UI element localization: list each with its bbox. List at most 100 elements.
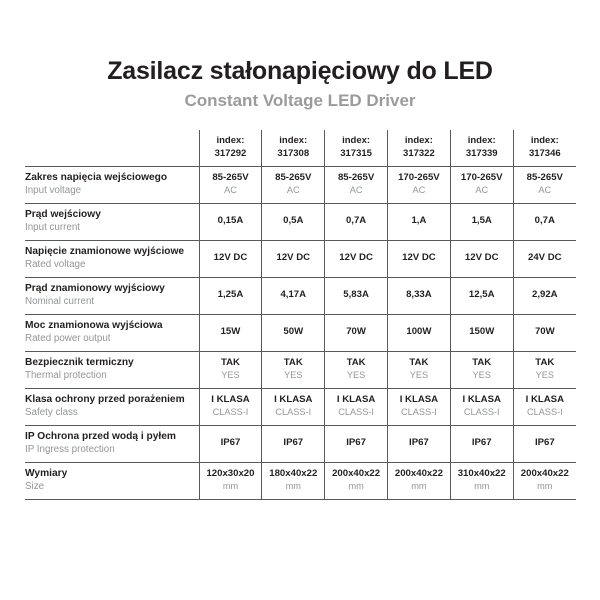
cell-3-0: 1,25A [199, 277, 263, 315]
row-label-pl: Moc znamionowa wyjściowa [25, 319, 163, 331]
cell-subvalue: CLASS-I [212, 406, 249, 417]
cell-8-5: 200x40x22 mm [513, 462, 576, 500]
cell-value: 0,7A [534, 215, 555, 227]
cell-4-3: 100W [387, 314, 451, 352]
cell-value: TAK [472, 357, 492, 369]
row-label-5: Bezpiecznik termiczny Thermal protection [25, 351, 200, 389]
cell-value: TAK [283, 357, 303, 369]
cell-1-5: 0,7A [513, 203, 576, 241]
cell-value: TAK [535, 357, 555, 369]
cell-subvalue: mm [348, 480, 364, 491]
row-label-pl: Zakres napięcia wejściowego [25, 171, 168, 183]
cell-5-2: TAK YES [324, 351, 388, 389]
cell-4-5: 70W [513, 314, 576, 352]
cell-subvalue: AC [349, 184, 363, 195]
cell-value: 24V DC [528, 252, 562, 264]
index-value: 317339 [465, 147, 498, 159]
cell-value: 170-265V [398, 172, 440, 184]
cell-value: 70W [534, 326, 555, 338]
row-label-en: Size [25, 481, 45, 493]
cell-6-3: I KLASA CLASS-I [387, 388, 451, 426]
row-label-en: Input voltage [25, 185, 82, 197]
cell-value: 12V DC [213, 252, 248, 264]
cell-2-1: 12V DC [261, 240, 326, 278]
cell-1-3: 1,A [387, 203, 451, 241]
label-column-header [25, 130, 200, 167]
cell-value: 310x40x22 [457, 468, 506, 480]
cell-value: 0,7A [345, 215, 367, 227]
cell-7-2: IP67 [324, 425, 388, 463]
cell-value: 150W [469, 326, 495, 338]
cell-value: 1,A [411, 215, 427, 227]
cell-subvalue: AC [538, 184, 552, 195]
cell-subvalue: AC [475, 184, 489, 195]
index-value: 317308 [277, 147, 310, 159]
cell-value: 4,17A [280, 289, 307, 301]
column-header-5: index: 317346 [513, 130, 576, 167]
cell-7-3: IP67 [387, 425, 451, 463]
cell-value: 12V DC [402, 252, 436, 264]
cell-subvalue: CLASS-I [463, 406, 500, 417]
cell-value: 50W [283, 326, 304, 338]
index-value: 317315 [340, 147, 372, 159]
row-label-en: Input current [25, 222, 81, 234]
cell-0-3: 170-265V AC [387, 166, 451, 204]
cell-8-3: 200x40x22 mm [387, 462, 451, 500]
cell-value: 12V DC [276, 252, 311, 264]
cell-1-0: 0,15A [199, 203, 263, 241]
row-label-en: Safety class [25, 407, 78, 419]
cell-subvalue: AC [412, 184, 426, 195]
index-label: index: [467, 135, 496, 147]
cell-0-0: 85-265V AC [199, 166, 263, 204]
row-label-6: Klasa ochrony przed porażeniem Safety cl… [25, 388, 200, 426]
cell-7-5: IP67 [513, 425, 576, 463]
cell-2-4: 12V DC [450, 240, 514, 278]
cell-subvalue: YES [284, 369, 303, 380]
cell-value: 2,92A [532, 289, 558, 301]
cell-1-1: 0,5A [261, 203, 326, 241]
cell-subvalue: CLASS-I [275, 406, 312, 417]
row-label-8: Wymiary Size [25, 462, 200, 500]
table-row: Wymiary Size 120x30x20 mm 180x40x22 mm 2… [25, 462, 576, 500]
cell-value: 200x40x22 [520, 468, 569, 480]
index-label: index: [530, 135, 559, 147]
cell-value: I KLASA [336, 394, 376, 406]
index-label: index: [279, 135, 308, 147]
cell-value: I KLASA [525, 394, 564, 406]
cell-value: I KLASA [211, 394, 250, 406]
cell-value: IP67 [409, 437, 429, 449]
header-row: index: 317292 index: 317308 index: 31731… [25, 130, 576, 167]
table-row: Klasa ochrony przed porażeniem Safety cl… [25, 388, 576, 426]
cell-value: 12V DC [339, 252, 373, 264]
cell-3-1: 4,17A [261, 277, 326, 315]
column-header-2: index: 317315 [324, 130, 388, 167]
row-label-1: Prąd wejściowy Input current [25, 203, 200, 241]
cell-5-4: TAK YES [450, 351, 514, 389]
specification-table: index: 317292 index: 317308 index: 31731… [25, 130, 576, 500]
cell-subvalue: YES [221, 369, 240, 380]
cell-value: 1,25A [217, 289, 244, 301]
cell-value: IP67 [283, 437, 304, 449]
title-block: Zasilacz stałonapięciowy do LED Constant… [0, 57, 600, 110]
cell-2-2: 12V DC [324, 240, 388, 278]
cell-value: 12,5A [468, 289, 495, 301]
index-label: index: [342, 135, 371, 147]
cell-value: I KLASA [462, 394, 501, 406]
index-value: 317346 [528, 147, 561, 159]
cell-value: 85-265V [337, 172, 375, 184]
cell-value: 0,5A [283, 215, 304, 227]
cell-value: I KLASA [399, 394, 439, 406]
cell-3-2: 5,83A [324, 277, 388, 315]
row-label-pl: Prąd znamionowy wyjściowy [25, 282, 165, 294]
index-label: index: [404, 135, 433, 147]
row-label-0: Zakres napięcia wejściowego Input voltag… [25, 166, 200, 204]
cell-4-0: 15W [199, 314, 263, 352]
row-label-pl: IP Ochrona przed wodą i pyłem [25, 430, 176, 442]
cell-value: 1,5A [471, 215, 492, 227]
cell-7-1: IP67 [261, 425, 326, 463]
table-row: Prąd znamionowy wyjściowy Nominal curren… [25, 277, 576, 315]
row-label-4: Moc znamionowa wyjściowa Rated power out… [25, 314, 200, 352]
cell-subvalue: YES [346, 369, 366, 380]
cell-6-0: I KLASA CLASS-I [199, 388, 263, 426]
